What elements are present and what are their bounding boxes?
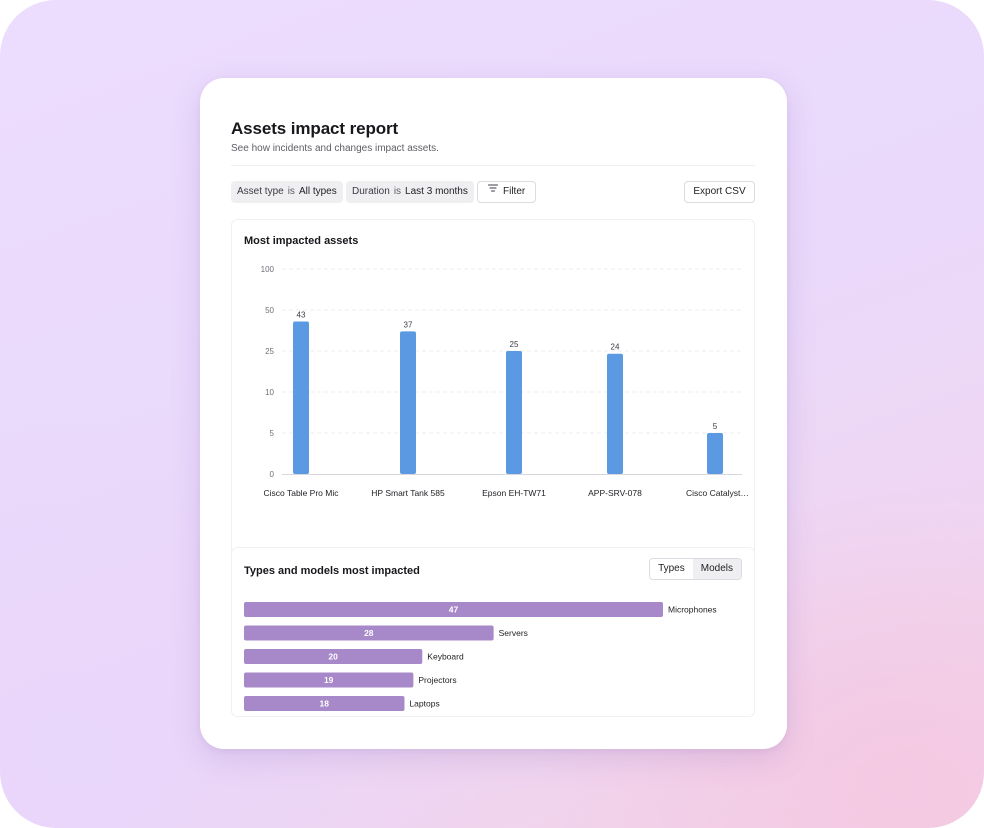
bar-value-label: 24: [611, 343, 620, 352]
bar: [607, 353, 623, 474]
types-models-panel: Types and models most impacted Types Mod…: [231, 547, 755, 717]
y-tick-label: 25: [265, 347, 274, 356]
hbar-value-label: 18: [319, 699, 329, 709]
toggle-types[interactable]: Types: [650, 559, 693, 579]
x-tick-label: Cisco Catalyst…: [686, 488, 749, 498]
types-models-chart: 47 Microphones 28 Servers 20 Keyboard 19 Projec…: [244, 602, 717, 711]
export-csv-button[interactable]: Export CSV: [684, 181, 755, 203]
bar-value-label: 25: [510, 340, 519, 349]
report-card: Assets impact report See how incidents a…: [200, 78, 787, 749]
filter-chip-value: Last 3 months: [405, 186, 468, 197]
bar: [707, 433, 723, 474]
hbar-category-label: Microphones: [668, 605, 717, 615]
x-tick-label: HP Smart Tank 585: [371, 488, 445, 498]
page-title: Assets impact report: [231, 119, 399, 138]
y-tick-label: 0: [270, 470, 275, 479]
filter-button-label: Filter: [503, 186, 526, 197]
filter-chip-key: Duration: [352, 186, 390, 197]
filter-chip-value: All types: [298, 186, 337, 197]
most-impacted-assets-chart: 0 5 10 25 50 100 43 Cisco Table Pro Mic 37 HP Sma…: [261, 265, 749, 498]
page-subtitle: See how incidents and changes impact ass…: [231, 143, 439, 154]
types-models-toggle: Types Models: [649, 558, 742, 580]
bar-value-label: 43: [297, 310, 306, 319]
bar-value-label: 5: [713, 422, 718, 431]
hbar-category-label: Keyboard: [427, 652, 464, 662]
y-tick-label: 10: [265, 388, 274, 397]
types-chart-title: Types and models most impacted: [244, 565, 420, 577]
hbar-value-label: 47: [449, 605, 459, 615]
bar: [506, 351, 522, 474]
x-tick-label: Cisco Table Pro Mic: [264, 488, 340, 498]
filter-button[interactable]: Filter: [477, 181, 536, 203]
filter-chip-key: Asset type: [237, 186, 284, 197]
hbar-category-label: Laptops: [409, 699, 439, 709]
toggle-models[interactable]: Models: [692, 559, 741, 579]
bar: [293, 321, 309, 474]
hbar: [244, 672, 414, 688]
y-tick-label: 5: [270, 429, 275, 438]
hbar: [244, 696, 405, 711]
hbar-category-label: Projectors: [418, 675, 456, 685]
hbar: [244, 649, 423, 664]
most-impacted-assets-panel: Most impacted assets 0 5 10 25 50 100 43 Cisco …: [231, 219, 755, 611]
y-tick-label: 50: [265, 306, 274, 315]
filter-chip-duration[interactable]: Duration is Last 3 months: [346, 181, 474, 203]
bar-value-label: 37: [404, 320, 413, 329]
y-tick-label: 100: [261, 265, 275, 274]
filter-chip-operator: is: [287, 186, 295, 197]
filter-icon: [487, 180, 499, 200]
x-tick-label: APP-SRV-078: [588, 488, 642, 498]
x-tick-label: Epson EH-TW71: [482, 488, 546, 498]
bar: [400, 331, 416, 474]
header-divider: [231, 165, 755, 166]
hbar: [244, 625, 494, 641]
hbar-value-label: 28: [364, 628, 374, 638]
hbar-category-label: Servers: [499, 628, 528, 638]
bar-chart-title: Most impacted assets: [244, 235, 359, 247]
filter-chip-asset-type[interactable]: Asset type is All types: [231, 181, 343, 203]
hbar: [244, 602, 663, 617]
hbar-value-label: 20: [328, 652, 338, 662]
hbar-value-label: 19: [324, 675, 334, 685]
filter-chip-operator: is: [393, 186, 402, 197]
